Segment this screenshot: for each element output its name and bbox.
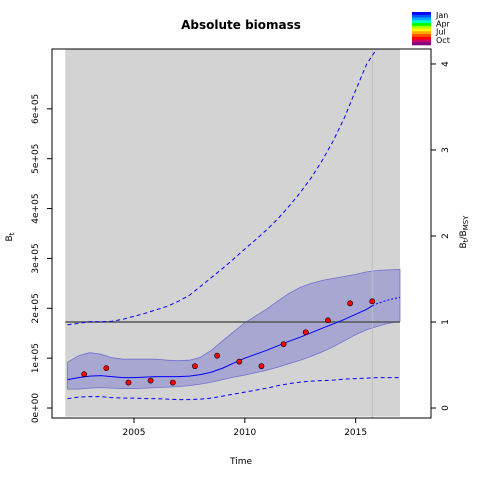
observation-point [125,379,132,386]
y-tick-label: 6e+05 [31,94,41,124]
data-range-band [65,49,400,417]
legend-label-jul: Jul [435,28,446,37]
y2-label-num: B [459,242,469,248]
observation-point [347,300,354,307]
legend-color-swatch [412,17,431,21]
observation-point [236,358,243,365]
y-axis-label-main: B [5,235,15,241]
observation-point [325,317,331,324]
legend-label-apr: Apr [436,19,451,28]
y-tick-label: 2e+05 [31,293,41,323]
y-tick-label: 1e+05 [31,343,41,373]
series-upper-bound [67,49,378,326]
legend-color-swatch [412,20,431,24]
observation-point [192,363,198,370]
legend-color-swatch [412,39,431,43]
x-tick-label: 2010 [233,428,256,438]
legend-label-jan: Jan [435,11,448,20]
observation-point [81,371,88,378]
legend-color-swatch [412,28,431,32]
confidence-band [67,268,401,390]
y-tick-label: 5e+05 [31,144,41,174]
legend-color-swatch [412,14,431,18]
y2-label-den: B [459,230,469,236]
y-tick-label: 4e+05 [31,193,41,223]
y2-tick-label: 3 [441,147,451,153]
y2-tick-label: 4 [441,61,451,67]
observation-point [214,352,221,359]
y2-tick-label: 0 [441,405,451,411]
y2-tick-label: 1 [441,319,451,325]
legend-color-swatch [412,25,431,29]
y2-label-num-sub: t [462,239,470,242]
observation-point [147,377,154,384]
y-axis-label: Bt [5,232,16,241]
y2-tick-label: 2 [441,233,451,239]
observation-point [280,341,287,348]
plot-frame [51,48,432,419]
y2-label-den-sub: MSY [462,215,470,230]
plot-content [65,49,401,418]
y-tick-label: 3e+05 [31,243,41,273]
legend-color-swatch [412,23,431,27]
legend-color-swatch [412,31,431,35]
legend-color-swatch [412,42,431,46]
plot-area: 2005 2010 2015 0e+00 1e+05 2e+05 3e+05 4e+05 5e+… [31,48,451,438]
observation-point [103,365,110,372]
legend-color-swatch [412,36,431,40]
y-axis-label-sub: t [8,232,16,235]
legend-color-swatch [412,12,431,16]
y-tick-label: 0e+00 [31,393,41,424]
x-tick-label: 2005 [123,428,146,438]
observation-point [169,379,176,386]
series-estimate [67,305,373,381]
chart-title: Absolute biomass [181,18,301,32]
y2-label-sep: / [459,236,469,240]
observation-point [302,329,309,336]
observation-point [258,363,265,370]
legend-label-oct: Oct [436,36,450,45]
legend-color-swatch [412,34,431,38]
observation-point [369,298,376,305]
x-axis-label: Time [229,457,252,467]
y2-axis-label: Bt/BMSY [459,215,470,249]
x-tick-label: 2015 [344,428,367,438]
